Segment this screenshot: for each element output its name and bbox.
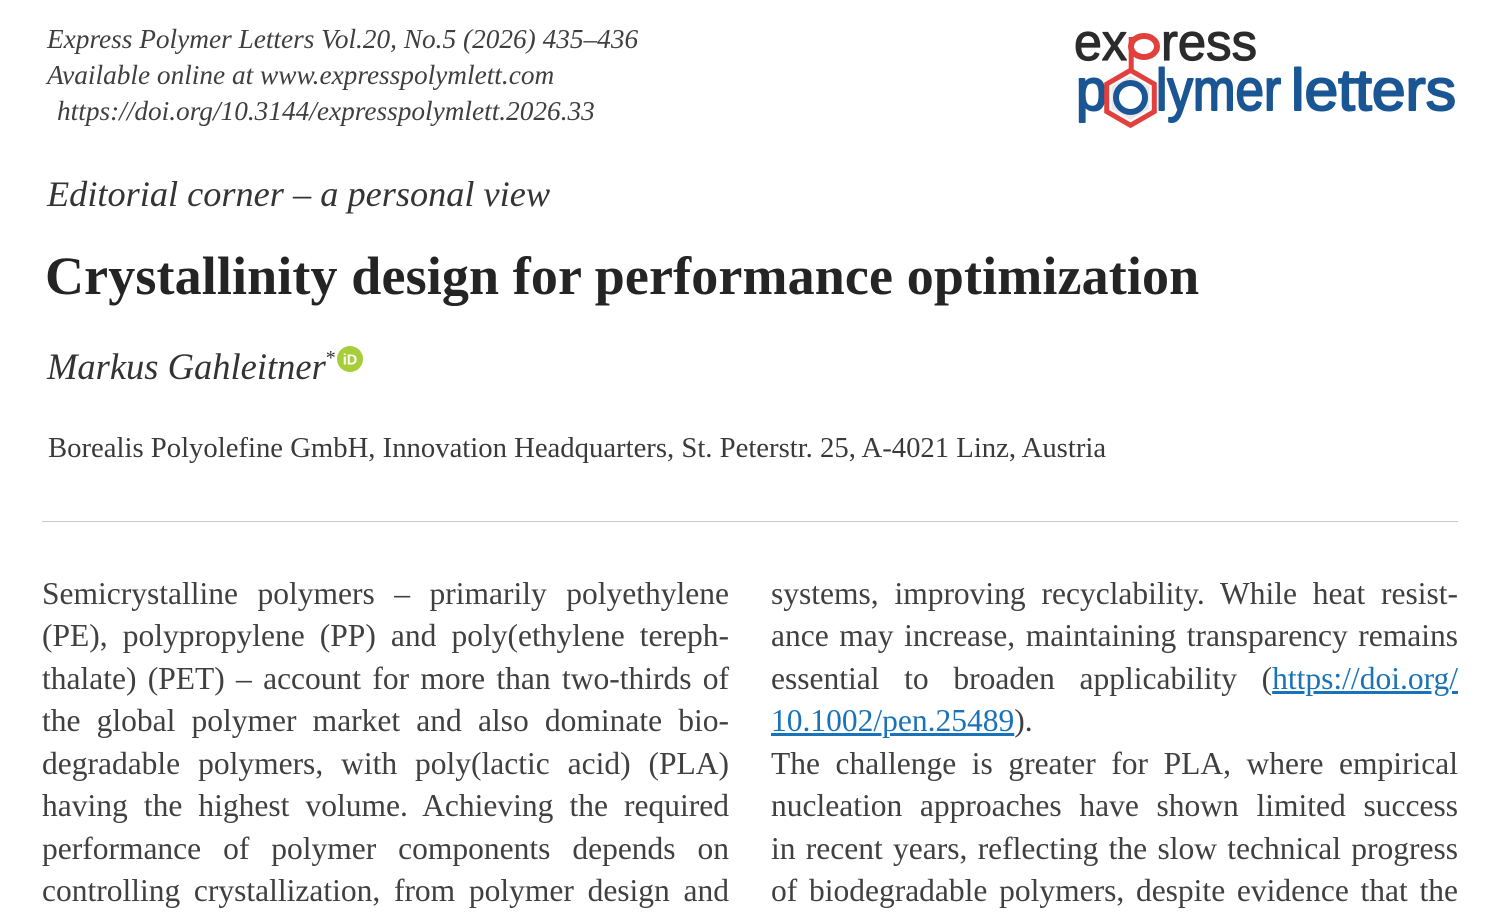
svg-text:ex: ex <box>1074 15 1127 72</box>
svg-text:ress: ress <box>1161 15 1257 72</box>
svg-text:iD: iD <box>343 353 358 369</box>
svg-text:p: p <box>1076 58 1107 123</box>
svg-text:lymer: lymer <box>1156 58 1281 123</box>
svg-text:letters: letters <box>1291 58 1456 123</box>
